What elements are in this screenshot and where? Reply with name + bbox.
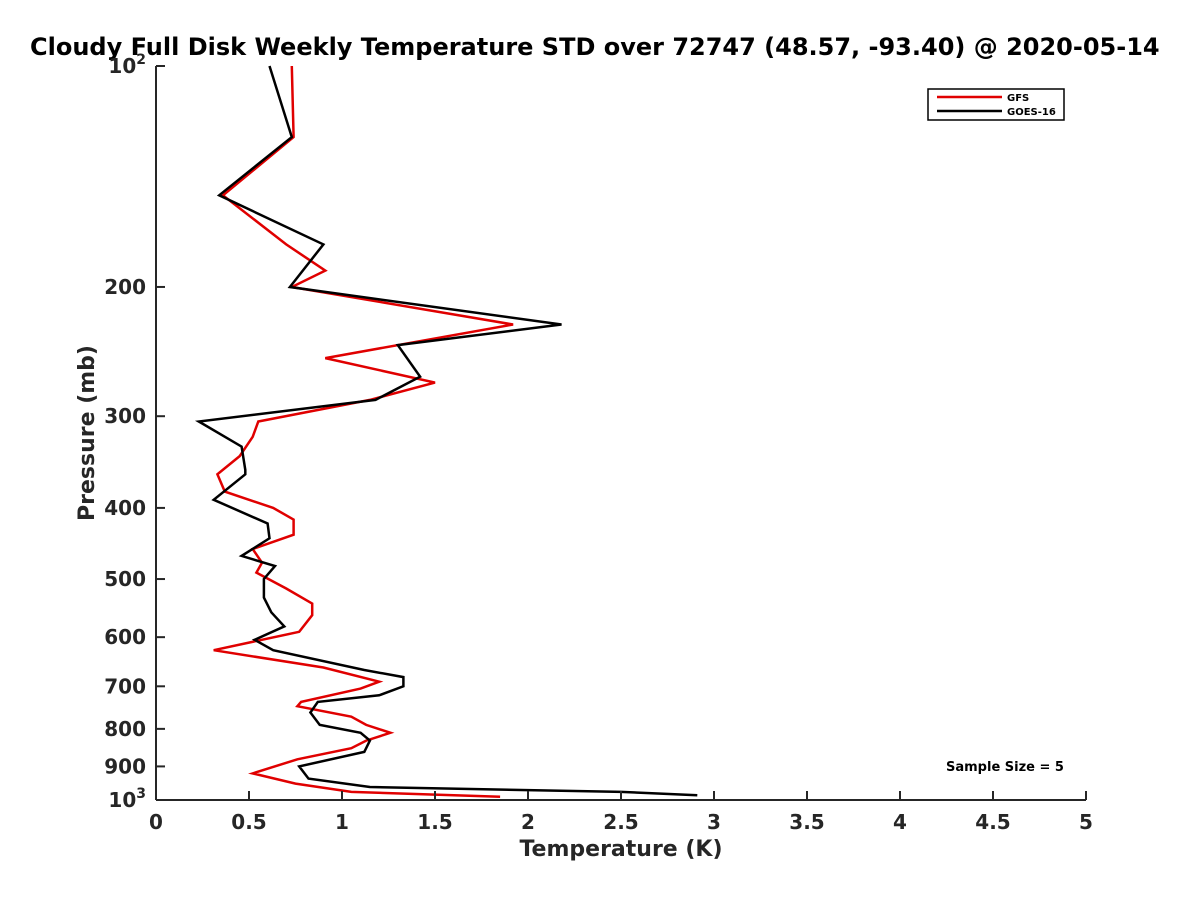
legend-label-goes16: GOES-16 (1007, 107, 1056, 118)
x-tick-label: 3 (707, 810, 721, 834)
series-line-1 (194, 65, 698, 797)
x-tick-label: 0 (149, 810, 163, 834)
x-tick-label: 4 (893, 810, 907, 834)
x-tick-label: 1 (335, 810, 349, 834)
y-tick-label: 500 (104, 567, 146, 591)
x-tick-label: 2 (521, 810, 535, 834)
x-axis-label: Temperature (K) (519, 837, 722, 862)
sample-size-annotation: Sample Size = 5 (946, 760, 1064, 775)
y-tick-label: 900 (104, 754, 146, 778)
y-tick-label: 600 (104, 625, 146, 649)
x-tick-label: 4.5 (975, 810, 1010, 834)
chart-title: Cloudy Full Disk Weekly Temperature STD … (30, 33, 1160, 61)
legend-box (927, 88, 1065, 121)
y-tick-label: 800 (104, 717, 146, 741)
y-tick-label: 700 (104, 674, 146, 698)
legend: GFS GOES-16 (927, 88, 1065, 121)
y-tick-label: 400 (104, 496, 146, 520)
y-axis-label: Pressure (mb) (75, 345, 100, 521)
x-tick-label: 3.5 (789, 810, 824, 834)
y-tick-label: 103 (108, 786, 146, 812)
y-tick-label: 300 (104, 404, 146, 428)
x-tick-label: 0.5 (231, 810, 266, 834)
x-tick-label: 5 (1079, 810, 1093, 834)
y-axis-ticks: 102 200 300 400 500 600 700 800 900 103 (104, 52, 165, 812)
y-tick-label: 200 (104, 275, 146, 299)
x-axis-ticks: 0 0.5 1 1.5 2 2.5 3 3.5 4 4.5 5 (149, 791, 1093, 834)
x-tick-label: 1.5 (417, 810, 452, 834)
y-tick-label: 102 (108, 52, 146, 78)
series-line-0 (213, 65, 514, 799)
plot-lines (194, 65, 698, 799)
x-tick-label: 2.5 (603, 810, 638, 834)
legend-label-gfs: GFS (1007, 93, 1029, 104)
